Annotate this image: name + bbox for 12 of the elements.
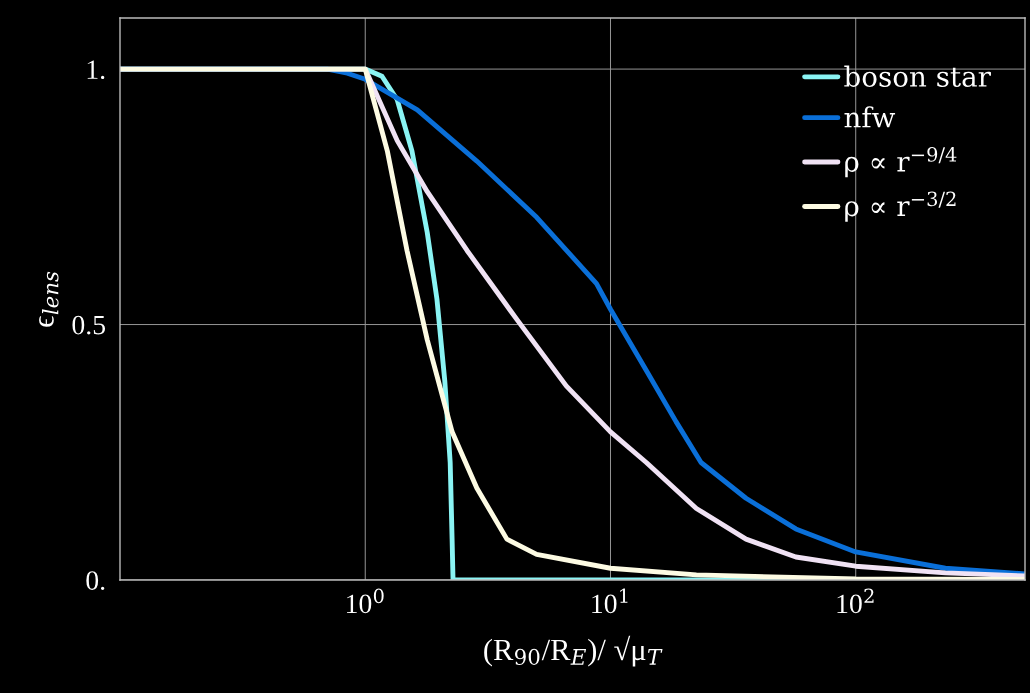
legend-label: ρ ∝ r$^{−9/4}$: [845, 147, 957, 178]
y-tick-label: 0.5: [72, 315, 106, 335]
x-tick-label: 10$^{1}$: [592, 588, 628, 614]
legend-label: ρ ∝ r$^{−3/2}$: [845, 191, 956, 222]
legend-label: nfw: [844, 106, 896, 128]
legend-label: boson star: [844, 65, 991, 87]
x-tick-label: 10$^{2}$: [837, 588, 874, 614]
y-axis-title: ϵ$_{lens}$: [39, 271, 59, 327]
x-axis-title: (R$_{90}$/R$_{E}$)/ √μ$_{T}$: [484, 635, 663, 667]
y-tick-label: 0.: [86, 571, 105, 591]
y-tick-label: 1.: [87, 60, 105, 80]
x-tick-label: 10$^{0}$: [346, 588, 384, 614]
